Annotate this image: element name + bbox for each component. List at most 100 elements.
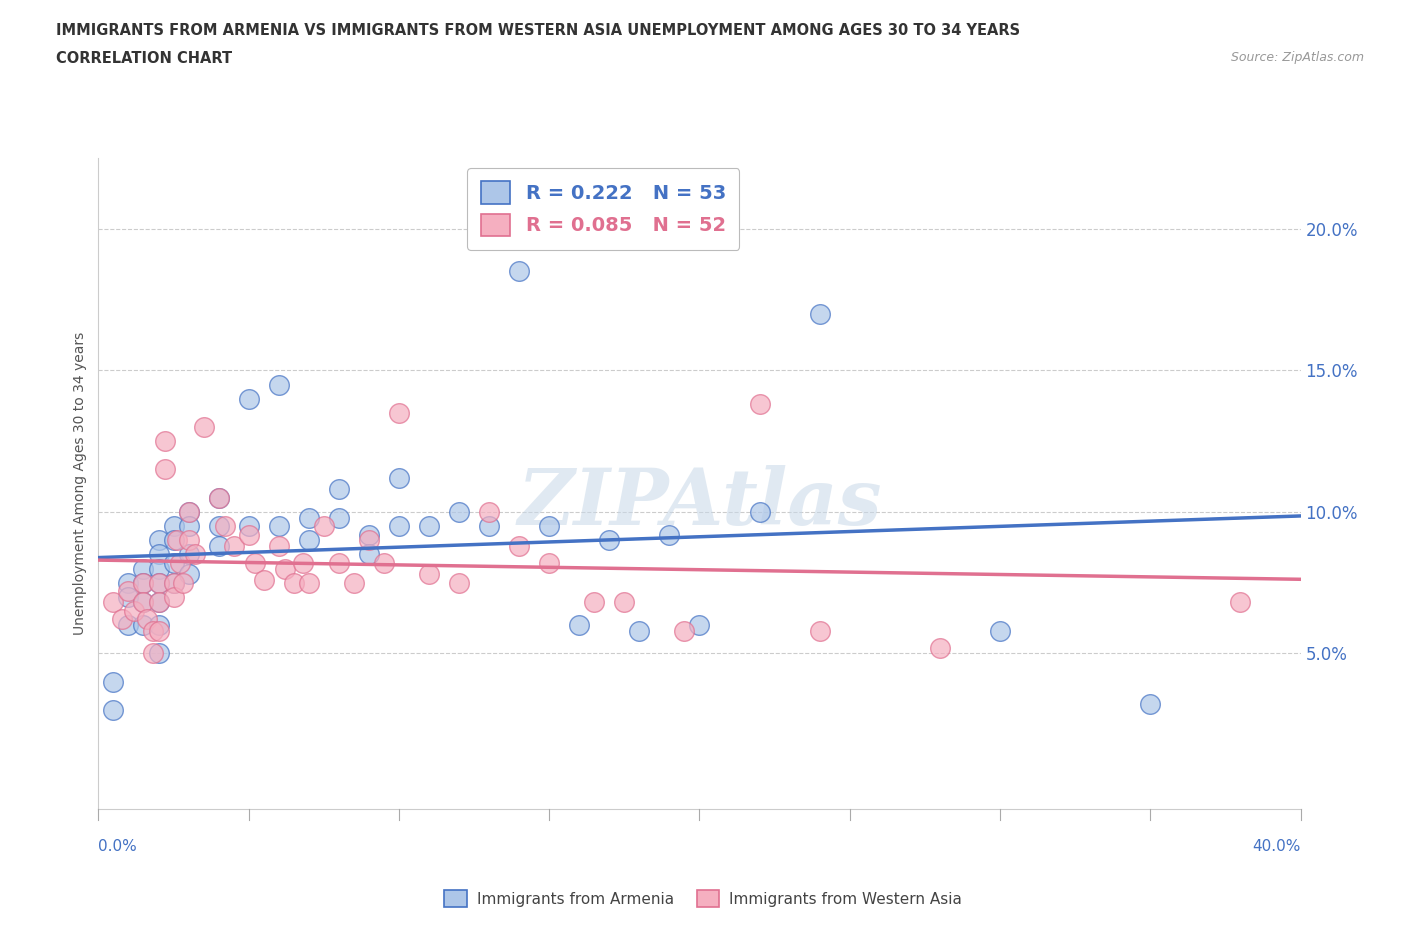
Point [162, 555, 184, 570]
Text: CORRELATION CHART: CORRELATION CHART [56, 51, 232, 66]
Point [177, 519, 200, 534]
Point [183, 547, 205, 562]
Point [132, 618, 155, 632]
Point [243, 555, 266, 570]
Point [148, 576, 170, 591]
Point [208, 490, 231, 505]
Point [267, 519, 290, 534]
Point [748, 504, 770, 519]
Point [148, 618, 170, 632]
Point [117, 590, 139, 604]
Point [148, 595, 170, 610]
Point [162, 590, 184, 604]
Point [153, 462, 176, 477]
Point [148, 576, 170, 591]
Point [298, 576, 321, 591]
Text: ZIPAtlas: ZIPAtlas [517, 465, 882, 541]
Point [132, 561, 155, 576]
Point [253, 572, 276, 587]
Point [328, 555, 350, 570]
Point [103, 702, 125, 717]
Point [124, 604, 146, 618]
Point [153, 433, 176, 448]
Point [583, 595, 606, 610]
Point [162, 533, 184, 548]
Point [388, 519, 411, 534]
Point [388, 471, 411, 485]
Point [148, 646, 170, 661]
Point [103, 595, 125, 610]
Point [267, 377, 290, 392]
Point [328, 482, 350, 497]
Point [447, 576, 470, 591]
Point [988, 623, 1011, 638]
Y-axis label: Unemployment Among Ages 30 to 34 years: Unemployment Among Ages 30 to 34 years [73, 332, 87, 635]
Point [132, 595, 155, 610]
Point [141, 646, 163, 661]
Point [117, 618, 139, 632]
Point [508, 538, 530, 553]
Legend: R = 0.222   N = 53, R = 0.085   N = 52: R = 0.222 N = 53, R = 0.085 N = 52 [467, 167, 740, 249]
Point [808, 306, 831, 321]
Point [613, 595, 636, 610]
Point [283, 576, 305, 591]
Point [148, 595, 170, 610]
Point [148, 547, 170, 562]
Point [162, 576, 184, 591]
Point [162, 576, 184, 591]
Point [628, 623, 651, 638]
Point [478, 504, 501, 519]
Point [117, 584, 139, 599]
Text: Source: ZipAtlas.com: Source: ZipAtlas.com [1230, 51, 1364, 64]
Point [298, 533, 321, 548]
Point [357, 533, 380, 548]
Point [208, 538, 231, 553]
Point [508, 264, 530, 279]
Point [214, 519, 236, 534]
Point [568, 618, 591, 632]
Point [688, 618, 710, 632]
Point [177, 547, 200, 562]
Point [162, 519, 184, 534]
Point [135, 612, 157, 627]
Point [538, 519, 561, 534]
Point [373, 555, 395, 570]
Point [598, 533, 620, 548]
Point [132, 576, 155, 591]
Point [238, 527, 260, 542]
Point [1139, 697, 1161, 711]
Point [177, 504, 200, 519]
Point [538, 555, 561, 570]
Point [312, 519, 335, 534]
Point [169, 555, 191, 570]
Point [166, 533, 188, 548]
Point [148, 561, 170, 576]
Point [111, 612, 134, 627]
Point [267, 538, 290, 553]
Point [298, 511, 321, 525]
Point [388, 405, 411, 420]
Point [177, 533, 200, 548]
Point [148, 623, 170, 638]
Point [177, 566, 200, 581]
Point [673, 623, 696, 638]
Point [238, 519, 260, 534]
Point [177, 504, 200, 519]
Point [929, 641, 952, 656]
Point [193, 419, 215, 434]
Point [418, 519, 440, 534]
Point [748, 397, 770, 412]
Point [1229, 595, 1251, 610]
Point [172, 576, 194, 591]
Point [103, 674, 125, 689]
Point [658, 527, 681, 542]
Point [117, 576, 139, 591]
Point [357, 547, 380, 562]
Point [291, 555, 314, 570]
Text: 40.0%: 40.0% [1253, 839, 1301, 854]
Point [148, 533, 170, 548]
Point [274, 561, 297, 576]
Legend: Immigrants from Armenia, Immigrants from Western Asia: Immigrants from Armenia, Immigrants from… [439, 884, 967, 913]
Point [141, 623, 163, 638]
Text: IMMIGRANTS FROM ARMENIA VS IMMIGRANTS FROM WESTERN ASIA UNEMPLOYMENT AMONG AGES : IMMIGRANTS FROM ARMENIA VS IMMIGRANTS FR… [56, 23, 1021, 38]
